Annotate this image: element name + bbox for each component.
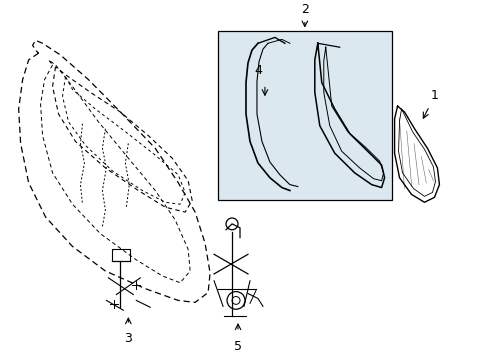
Bar bbox=[218, 31, 391, 200]
Text: 2: 2 bbox=[300, 3, 308, 16]
Text: 3: 3 bbox=[124, 332, 132, 345]
Text: 4: 4 bbox=[253, 64, 262, 77]
Text: 1: 1 bbox=[429, 89, 438, 102]
Text: 5: 5 bbox=[234, 340, 242, 353]
